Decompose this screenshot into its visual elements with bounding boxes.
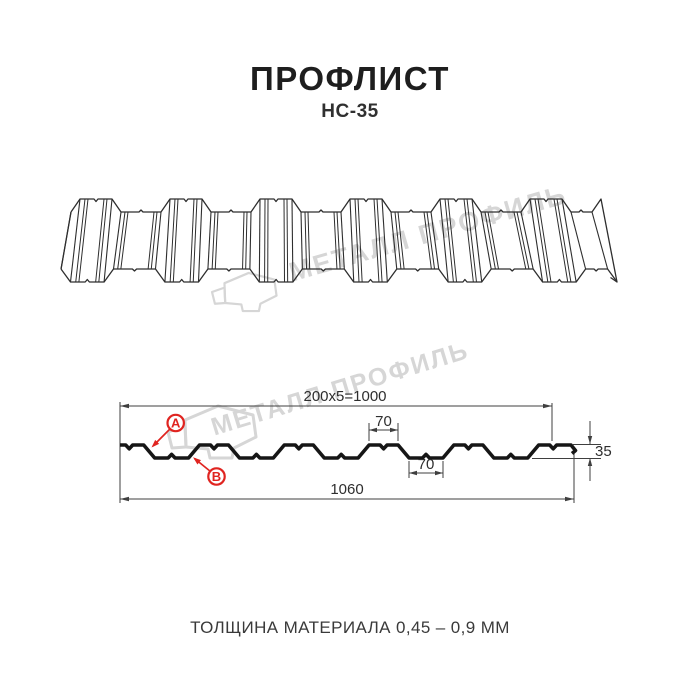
thickness-note: ТОЛЩИНА МАТЕРИАЛА 0,45 – 0,9 ММ [190, 618, 510, 637]
marker-a-label: А [171, 416, 181, 431]
dim-profile-height-label: 35 [595, 443, 612, 460]
metal-profile-logo-icon [210, 271, 278, 313]
page-header: ПРОФЛИСТ НС-35 [0, 60, 700, 123]
page-footer: ТОЛЩИНА МАТЕРИАЛА 0,45 – 0,9 ММ [0, 618, 700, 638]
dim-rib-top-width-label: 70 [375, 413, 392, 430]
page-title: ПРОФЛИСТ [250, 60, 450, 97]
marker-b-label: В [212, 469, 221, 484]
dim-coverage-width-label: 200x5=1000 [304, 388, 387, 405]
profile-model: НС-35 [321, 101, 379, 122]
profile-3d-drawing [60, 198, 618, 283]
dim-overall-width-label: 1060 [330, 481, 363, 498]
dim-rib-bottom-width-label: 70 [418, 456, 435, 473]
cross-section-diagram [119, 402, 601, 503]
side-markers [151, 413, 226, 486]
